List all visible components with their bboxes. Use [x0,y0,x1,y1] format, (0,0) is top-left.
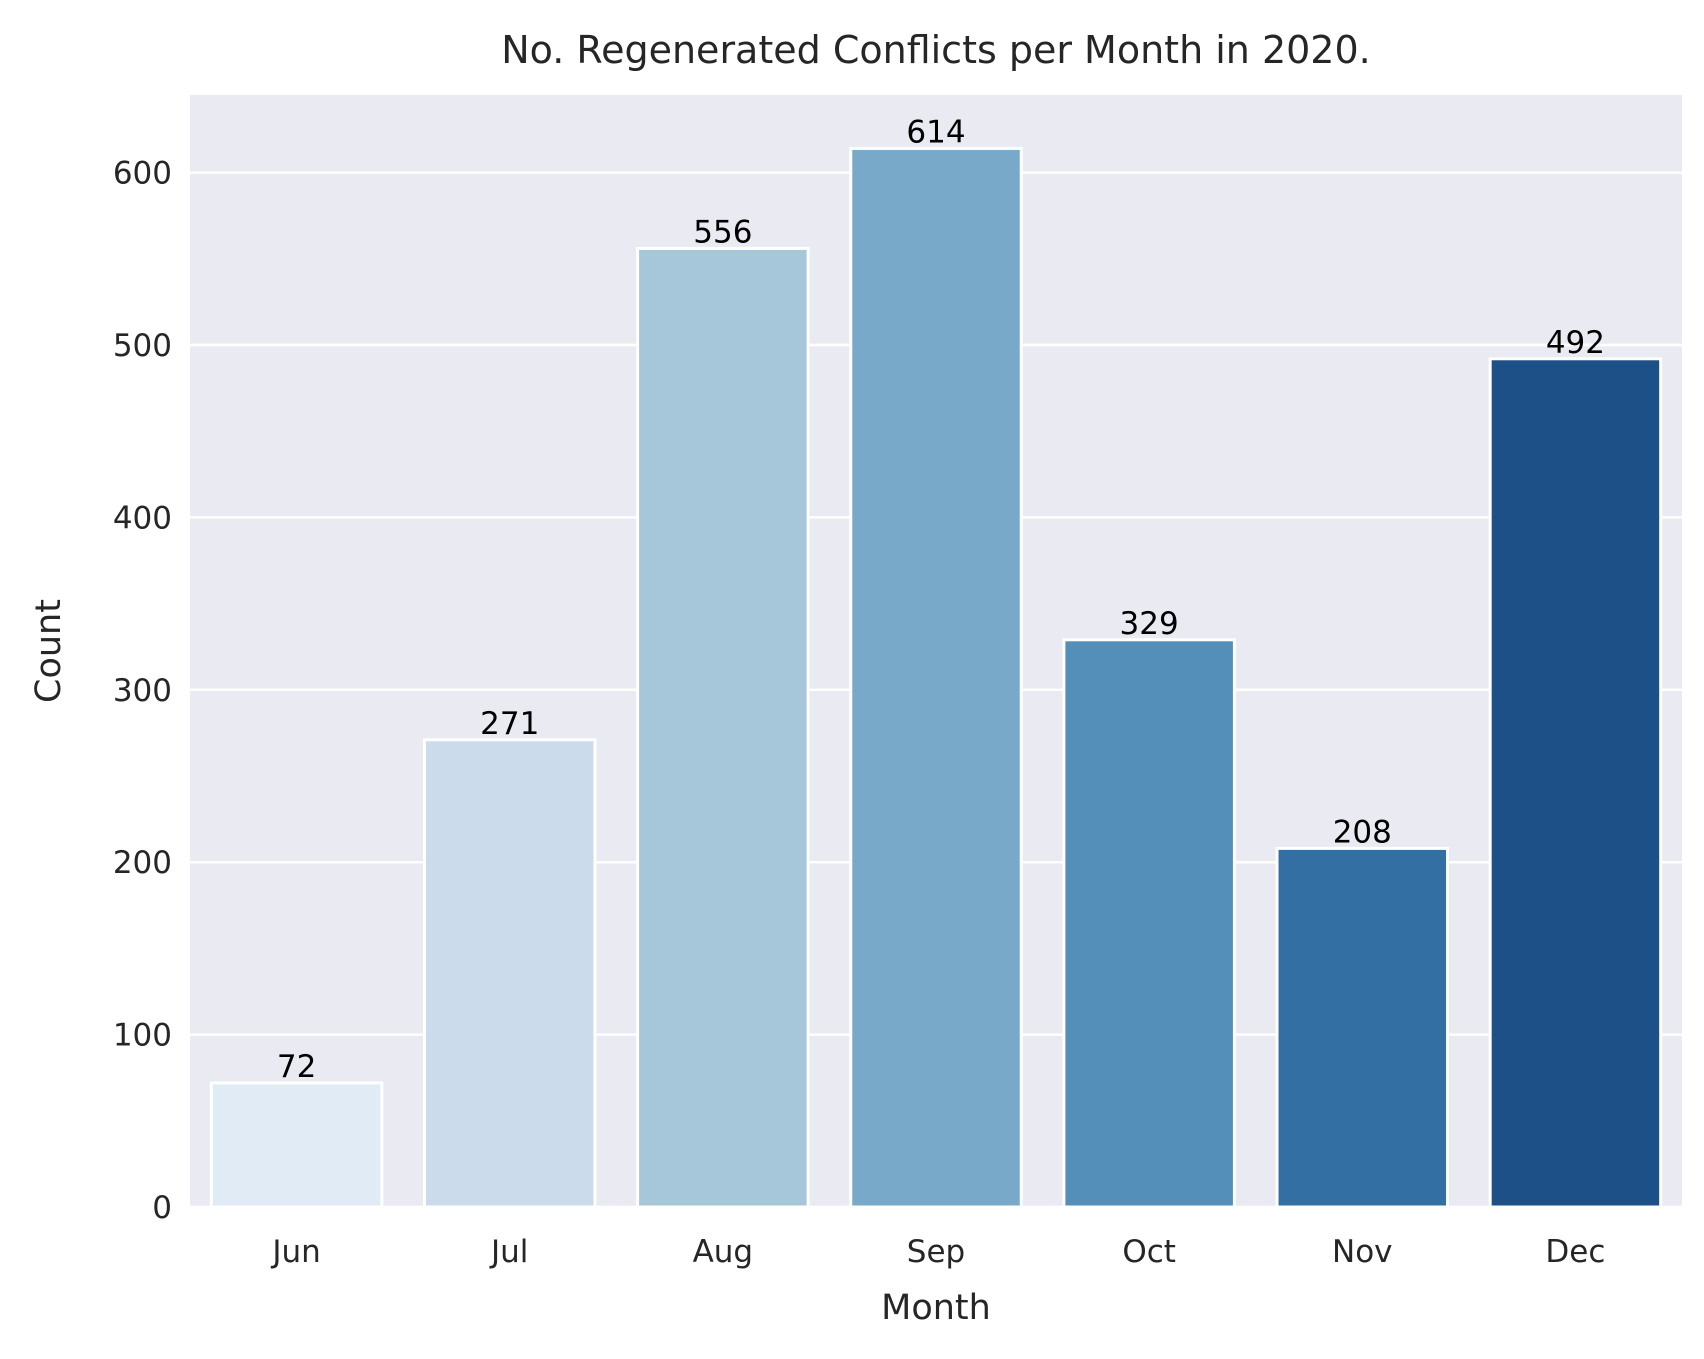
y-axis-label: Count [29,599,69,703]
bars [209,146,1663,1209]
y-axis-ticks: 0 100 200 300 400 500 600 [113,156,172,1226]
chart-title: No. Regenerated Conflicts per Month in 2… [501,28,1371,72]
bar-nov [1275,846,1450,1209]
data-labels: 72 271 556 614 329 208 492 [277,114,1605,1084]
bar-aug [636,246,810,1209]
x-tick-label-dec: Dec [1545,1234,1605,1270]
bar-jul [422,738,597,1209]
x-tick-label-nov: Nov [1332,1234,1393,1270]
y-tick-label: 400 [113,500,172,536]
bar-oct [1062,638,1236,1209]
x-tick-label-jul: Jul [489,1234,528,1270]
x-tick-label-aug: Aug [693,1234,754,1270]
y-tick-label: 300 [113,673,172,709]
bar-jun [209,1081,384,1209]
y-tick-label: 200 [113,845,172,881]
x-tick-label-oct: Oct [1122,1234,1176,1270]
bar-dec [1488,357,1663,1209]
x-axis-ticks: Jun Jul Aug Sep Oct Nov Dec [270,1234,1605,1270]
data-label-aug: 556 [693,214,752,250]
x-axis-label: Month [881,1288,991,1328]
x-tick-label-jun: Jun [270,1234,320,1270]
data-label-dec: 492 [1546,325,1605,361]
y-tick-label: 100 [113,1018,172,1054]
data-label-oct: 329 [1120,606,1179,642]
data-label-jul: 271 [480,706,539,742]
data-label-sep: 614 [906,114,965,150]
y-tick-label: 500 [113,328,172,364]
y-tick-label: 600 [113,156,172,192]
y-tick-label: 0 [152,1190,172,1226]
data-label-jun: 72 [277,1049,316,1085]
data-label-nov: 208 [1333,814,1392,850]
bar-sep [849,146,1023,1209]
x-tick-label-sep: Sep [907,1234,965,1270]
